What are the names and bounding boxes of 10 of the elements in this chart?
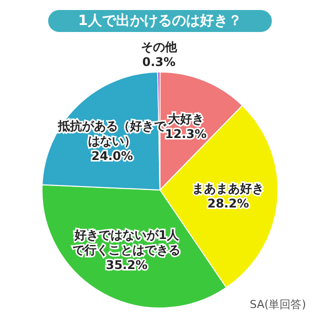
data-label: 24.0% bbox=[91, 149, 134, 163]
data-label: 28.2% bbox=[207, 196, 249, 211]
text: SA(単回答) bbox=[250, 298, 306, 311]
data-label: 35.2% bbox=[106, 258, 148, 272]
slice-label: 大好き bbox=[168, 112, 204, 126]
slice-label: 好きではないが1人で行くことはできる bbox=[72, 228, 181, 257]
slice-label: まあまあ好き bbox=[192, 182, 264, 196]
slice-label: その他 bbox=[140, 40, 178, 54]
chart-title: 1人で出かけるのは好き？ bbox=[78, 13, 242, 29]
data-label: 0.3% bbox=[142, 55, 176, 70]
